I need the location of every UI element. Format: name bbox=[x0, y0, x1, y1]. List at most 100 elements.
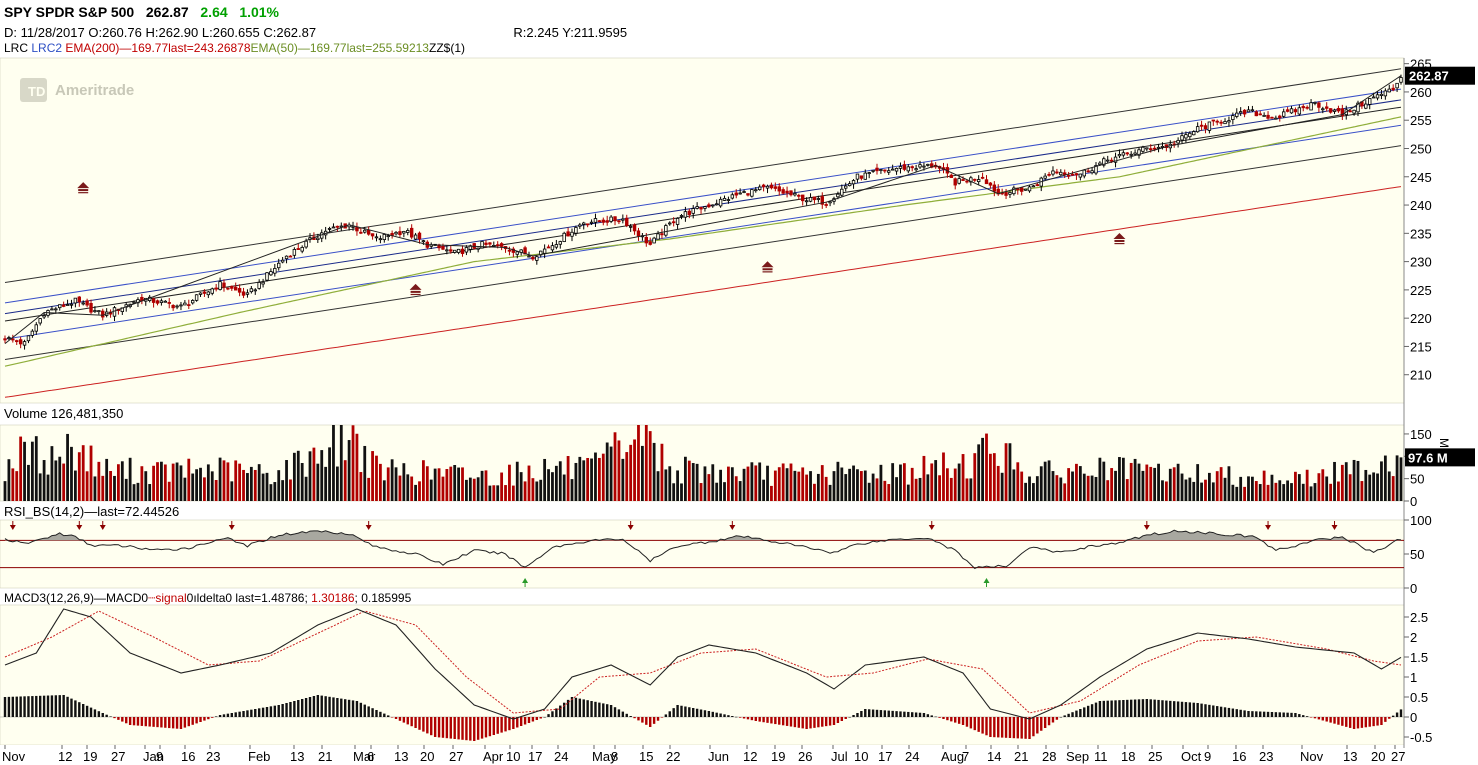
price-candle bbox=[793, 193, 797, 196]
price-candle bbox=[730, 194, 735, 199]
price-candle bbox=[894, 167, 899, 172]
price-change-pct: 1.01% bbox=[239, 4, 280, 20]
lrc-lower-outer bbox=[4, 145, 1402, 360]
price-candle bbox=[660, 233, 664, 236]
macd-delta-bar bbox=[637, 717, 640, 721]
price-candle bbox=[22, 341, 27, 346]
macd-delta-bar bbox=[269, 706, 273, 717]
volume-bar bbox=[918, 477, 922, 501]
macd-delta-bar bbox=[449, 717, 452, 739]
price-candle bbox=[1227, 120, 1231, 123]
study-zz[interactable]: ZZ$(1) bbox=[428, 41, 465, 55]
volume-bar bbox=[1110, 468, 1114, 501]
study-ema200[interactable]: EMA(200) bbox=[65, 41, 120, 55]
macd-delta-bar bbox=[1270, 712, 1274, 717]
price-candle bbox=[249, 288, 254, 293]
macd-delta-bar bbox=[414, 717, 417, 728]
volume-bar bbox=[335, 466, 339, 501]
study-lrc2[interactable]: LRC2 bbox=[31, 41, 63, 55]
price-candle bbox=[1262, 114, 1266, 117]
macd-title: MACD3(12,26,9) bbox=[4, 591, 95, 605]
signal-marker-bar bbox=[762, 271, 773, 273]
macd-delta-bar bbox=[488, 717, 492, 737]
volume-bar bbox=[1301, 483, 1305, 501]
macd-delta-bar bbox=[1051, 717, 1055, 723]
volume-bar bbox=[1020, 471, 1024, 501]
volume-bar bbox=[152, 465, 155, 501]
rsi-sell-arrow-icon bbox=[228, 525, 235, 530]
macd-delta-bar bbox=[1016, 717, 1019, 739]
volume-bar bbox=[66, 433, 69, 501]
volume-bar bbox=[1071, 471, 1074, 501]
price-candle bbox=[726, 199, 731, 201]
last-price-tag-label: 262.87 bbox=[1409, 69, 1449, 84]
volume-bar bbox=[914, 478, 918, 501]
macd-delta-bar bbox=[164, 717, 167, 728]
signal-marker-bar bbox=[410, 293, 421, 296]
price-candle bbox=[1293, 109, 1298, 113]
macd-delta-bar bbox=[1176, 701, 1180, 717]
price-candle bbox=[366, 229, 371, 235]
macd-delta-bar bbox=[664, 714, 668, 717]
signal-marker-bar bbox=[1114, 242, 1125, 245]
macd-delta-bar bbox=[774, 717, 777, 725]
time-axis-label: 25 bbox=[1148, 749, 1162, 764]
volume-bar bbox=[1063, 483, 1067, 501]
price-candle bbox=[38, 318, 42, 324]
volume-bar bbox=[1125, 479, 1129, 501]
volume-bar bbox=[156, 462, 159, 501]
price-candle bbox=[42, 315, 46, 318]
time-axis-label: 19 bbox=[83, 749, 97, 764]
price-candle bbox=[378, 238, 383, 241]
macd-axis-tick-label: 1.5 bbox=[1410, 650, 1428, 665]
price-candle bbox=[961, 179, 965, 181]
price-candle bbox=[265, 272, 269, 281]
price-candle bbox=[574, 227, 578, 234]
price-candle bbox=[1278, 115, 1282, 119]
macd-delta-bar bbox=[954, 717, 957, 723]
volume-bar bbox=[750, 462, 754, 501]
volume-bar bbox=[945, 468, 949, 501]
macd-delta-bar bbox=[1364, 717, 1368, 728]
price-candle bbox=[421, 240, 426, 243]
volume-bar bbox=[625, 452, 629, 501]
price-candle bbox=[714, 203, 719, 206]
price-candle bbox=[65, 304, 70, 306]
macd-delta-bar bbox=[742, 717, 746, 719]
volume-bar bbox=[629, 444, 633, 501]
macd-delta-bar bbox=[1329, 717, 1332, 723]
price-candle bbox=[1317, 102, 1321, 108]
price-candle bbox=[542, 248, 547, 254]
macd-delta-bar bbox=[527, 717, 531, 723]
volume-bar bbox=[1196, 464, 1200, 501]
macd-delta-bar bbox=[238, 711, 241, 717]
volume-bar bbox=[1317, 473, 1321, 501]
macd-delta-bar bbox=[617, 709, 621, 717]
macd-delta-bar bbox=[836, 717, 840, 723]
volume-bar bbox=[590, 458, 593, 501]
volume-bar bbox=[1395, 455, 1399, 501]
macd-delta-bar bbox=[1055, 717, 1059, 720]
price-candle bbox=[237, 288, 242, 293]
price-candle bbox=[194, 294, 199, 301]
study-lrc[interactable]: LRC bbox=[4, 41, 29, 55]
volume-bar bbox=[1352, 459, 1356, 501]
macd-delta-bar bbox=[946, 717, 949, 721]
price-candle bbox=[847, 183, 852, 187]
volume-bar bbox=[1325, 476, 1329, 501]
price-candle bbox=[1188, 132, 1192, 138]
volume-bar bbox=[832, 471, 836, 501]
macd-label: MACD3(12,26,9)—MACD0┈signal0ıldelta0 las… bbox=[4, 591, 412, 605]
macd-delta-bar bbox=[476, 717, 480, 740]
volume-bar bbox=[113, 475, 116, 501]
volume-bar bbox=[292, 452, 296, 501]
study-ema50[interactable]: EMA(50) bbox=[250, 41, 298, 55]
macd-delta-bar bbox=[1380, 717, 1383, 725]
signal-up-marker-icon bbox=[1113, 232, 1126, 239]
price-candle bbox=[445, 249, 449, 252]
macd-delta-bar bbox=[523, 717, 527, 725]
delta-last: 0.185995 bbox=[361, 591, 412, 605]
volume-bar bbox=[777, 467, 781, 501]
price-candle bbox=[159, 300, 164, 303]
